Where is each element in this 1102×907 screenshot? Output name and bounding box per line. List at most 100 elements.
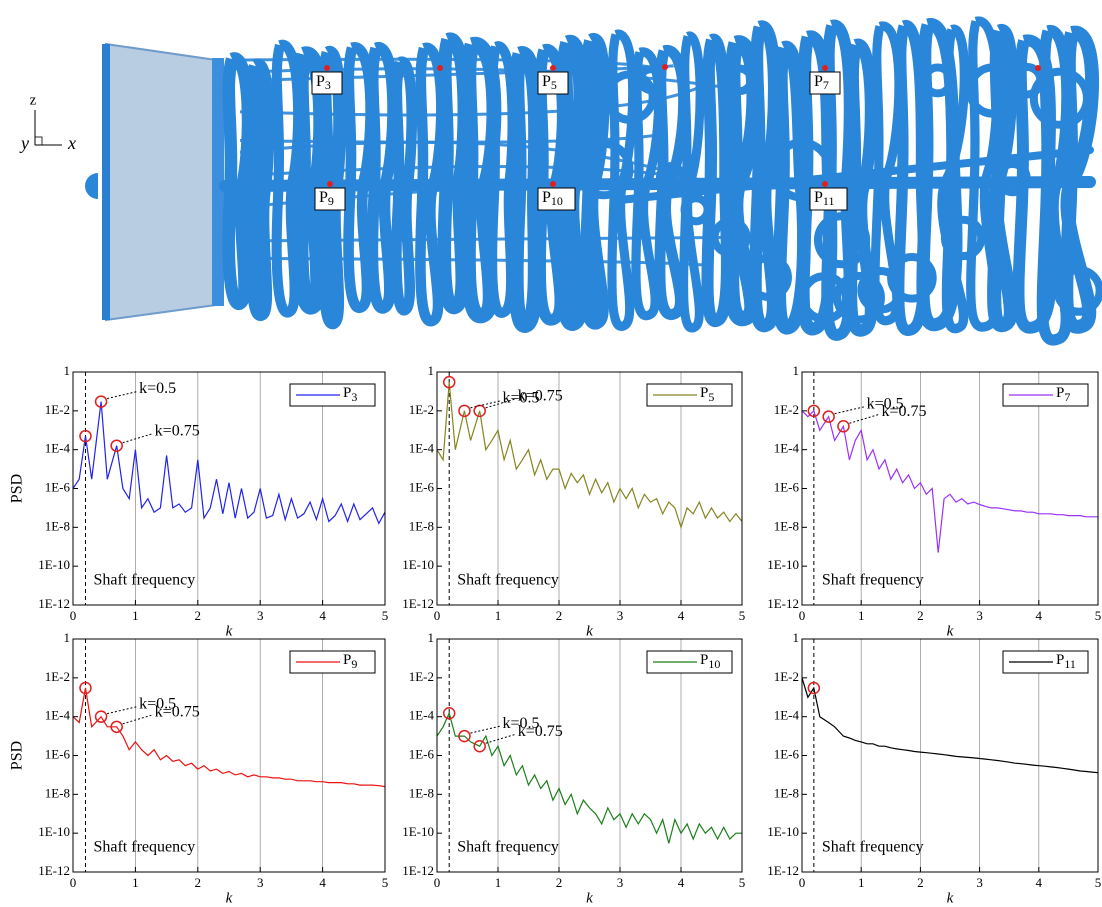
y-tick-label: 1E-2 xyxy=(45,402,70,417)
series-line xyxy=(73,687,385,788)
x-tick-label: 0 xyxy=(434,875,441,890)
x-tick-label: 3 xyxy=(976,608,983,623)
x-tick-label: 2 xyxy=(195,608,202,623)
series-line xyxy=(437,711,742,844)
reference-label: Shaft frequency xyxy=(457,572,559,589)
chart-panel: 1E-12 1E-10 1E-8 1E-6 1E-4 1E-2 1 0 1 2 3 4 5 k Shaft … xyxy=(767,363,1101,639)
probe-label-box xyxy=(537,71,569,95)
vortex-ring xyxy=(245,58,275,322)
nacelle xyxy=(105,42,217,322)
annotation: k=0.5 xyxy=(867,395,904,412)
x-tick-label: 3 xyxy=(976,875,983,890)
y-tick-label: 1E-6 xyxy=(774,746,800,761)
probe-label: P10 xyxy=(542,189,563,208)
peak-marker xyxy=(79,681,92,695)
y-tick-label: 1E-10 xyxy=(767,557,799,572)
probe-label: P7 xyxy=(814,73,829,92)
series-line xyxy=(802,409,1098,553)
y-tick-label: 1E-8 xyxy=(45,785,70,800)
y-tick-label: 1E-12 xyxy=(38,596,70,611)
annotation-arrow xyxy=(470,400,501,409)
vortex-curl xyxy=(744,253,792,301)
vortex-ring xyxy=(772,41,811,335)
y-tick-label: 1E-2 xyxy=(409,669,434,684)
y-tick-label: 1E-4 xyxy=(45,441,71,456)
y-tick-label: 1E-2 xyxy=(45,669,70,684)
y-tick-label: 1 xyxy=(428,363,435,378)
y-tick-label: 1E-8 xyxy=(45,518,70,533)
annotation-arrow xyxy=(122,433,153,444)
probes: P3 P5 P7 P9 P10 P11 xyxy=(311,64,1041,211)
y-tick-label: 1E-8 xyxy=(774,785,799,800)
annotation: k=0.5 xyxy=(502,715,539,732)
reference-label: Shaft frequency xyxy=(93,839,195,856)
y-tick-label: 1E-8 xyxy=(774,518,799,533)
vortex-ring xyxy=(579,33,610,330)
x-axis-label: k xyxy=(947,623,954,639)
y-tick-label: 1E-8 xyxy=(409,785,434,800)
vortex-thread xyxy=(239,140,689,179)
y-tick-label: 1E-4 xyxy=(45,708,71,723)
plot-frame xyxy=(72,371,386,606)
peak-marker xyxy=(442,375,456,389)
legend-label: P11 xyxy=(1056,652,1076,670)
chart-panel: 1E-12 1E-10 1E-8 1E-6 1E-4 1E-2 1 0 1 2 3 4 5 k Shaft … xyxy=(402,363,745,639)
plot-frame xyxy=(436,638,743,873)
y-tick-label: 1E-10 xyxy=(38,824,70,839)
probe-dot xyxy=(550,65,556,71)
chart-panel: 1E-12 1E-10 1E-8 1E-6 1E-4 1E-2 1 0 1 2 3 4 5 k PSD Sha… xyxy=(9,363,389,639)
reference-label: Shaft frequency xyxy=(822,839,924,856)
flow-field: P3 P5 P7 P9 P10 P11 z y x xyxy=(19,16,1102,346)
chart-panel: 1E-12 1E-10 1E-8 1E-6 1E-4 1E-2 1 0 1 2 3 4 5 k Shaft … xyxy=(402,630,745,906)
peak-marker xyxy=(79,429,92,443)
annotation-arrow xyxy=(485,733,516,744)
y-tick-label: 1E-4 xyxy=(409,441,435,456)
chart-panel: 1E-12 1E-10 1E-8 1E-6 1E-4 1E-2 1 0 1 2 3 4 5 k PSD Sha… xyxy=(9,630,389,906)
x-tick-label: 0 xyxy=(70,875,77,890)
annotation: k=0.5 xyxy=(139,380,176,397)
peak-marker xyxy=(822,410,835,423)
probe-dot xyxy=(822,181,828,187)
x-tick-label: 2 xyxy=(556,608,563,623)
y-tick-label: 1E-10 xyxy=(767,824,799,839)
peak-marker xyxy=(94,710,108,723)
y-tick-label: 1E-10 xyxy=(38,557,70,572)
plot-frame xyxy=(801,371,1099,606)
vortex-ring xyxy=(937,24,970,334)
vortex-ring xyxy=(318,46,347,330)
y-tick-label: 1E-6 xyxy=(409,479,435,494)
vortex-curl xyxy=(603,70,657,124)
annotation-arrow xyxy=(834,406,865,415)
x-tick-label: 1 xyxy=(858,875,865,890)
nacelle-rim xyxy=(212,58,224,306)
y-tick-label: 1 xyxy=(64,630,71,645)
x-tick-label: 5 xyxy=(1095,875,1102,890)
annotation: k=0.75 xyxy=(155,422,200,439)
x-tick-label: 3 xyxy=(617,875,624,890)
x-axis-label: k xyxy=(226,623,233,639)
y-tick-label: 1E-6 xyxy=(45,479,71,494)
y-tick-label: 1E-4 xyxy=(774,708,800,723)
annotation-arrow xyxy=(122,714,153,725)
vortex-ring xyxy=(415,42,447,327)
plot-frame xyxy=(72,638,386,873)
y-tick-label: 1E-10 xyxy=(402,824,434,839)
y-tick-label: 1 xyxy=(793,630,800,645)
annotation-arrow xyxy=(106,391,138,400)
nacelle-rim xyxy=(102,44,110,320)
x-tick-label: 5 xyxy=(1095,608,1102,623)
annotation-arrow xyxy=(485,398,516,409)
axis-label: z xyxy=(30,92,37,108)
vortex-thread xyxy=(239,256,703,267)
vortex-ring xyxy=(366,42,399,314)
x-tick-label: 4 xyxy=(678,608,685,623)
x-tick-label: 0 xyxy=(434,608,441,623)
y-tick-label: 1E-10 xyxy=(402,557,434,572)
reference-label: Shaft frequency xyxy=(822,572,924,589)
x-tick-label: 2 xyxy=(917,608,924,623)
x-axis-label: k xyxy=(947,890,954,906)
x-axis-label: k xyxy=(586,890,593,906)
legend-label: P10 xyxy=(700,652,720,670)
y-tick-label: 1E-6 xyxy=(409,746,435,761)
